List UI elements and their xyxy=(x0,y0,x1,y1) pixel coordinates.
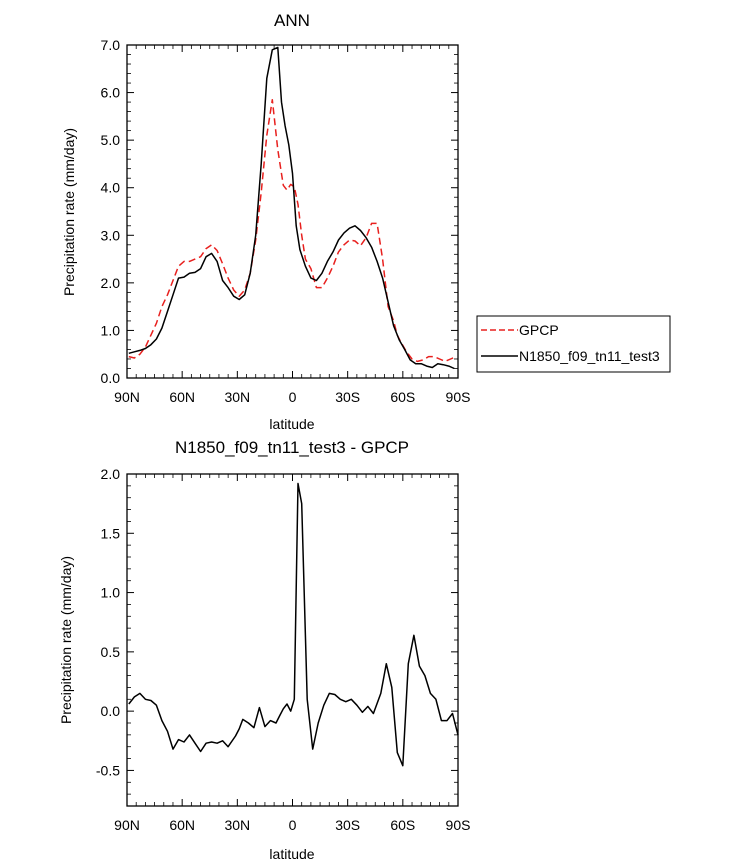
bottom-y-tick-label: 1.5 xyxy=(101,525,121,541)
top-x-tick-label: 60S xyxy=(390,389,415,405)
top-x-axis-label: latitude xyxy=(269,416,314,432)
top-x-tick-label: 60N xyxy=(169,389,195,405)
top-y-tick-label: 7.0 xyxy=(101,37,121,53)
bottom-x-tick-label: 30N xyxy=(224,817,250,833)
top-y-tick-label: 5.0 xyxy=(101,132,121,148)
top-chart-title: ANN xyxy=(274,11,310,30)
bottom-series-layer xyxy=(128,482,459,767)
bottom-plot-frame xyxy=(126,473,459,807)
legend-box xyxy=(476,315,671,373)
legend-model-label: N1850_f09_tn11_test3 xyxy=(519,348,660,364)
bottom-x-tick-label: 0 xyxy=(289,817,297,833)
top-x-tick-label: 30N xyxy=(224,389,250,405)
top-y-tick-label: 0.0 xyxy=(101,370,121,386)
top-y-tick-label: 3.0 xyxy=(101,227,121,243)
top-x-tick-label: 0 xyxy=(289,389,297,405)
top-series-line-1 xyxy=(128,98,457,363)
legend: GPCP N1850_f09_tn11_test3 xyxy=(476,315,671,373)
top-axis-ticks: 90N 60N 30N 0 30S 60S 90S 0.0 1.0 2.0 3.0 4.0 5.0 6.0… xyxy=(101,37,471,405)
bottom-y-tick-label: 0.5 xyxy=(101,644,121,660)
bottom-y-tick-label: 1.0 xyxy=(101,585,121,601)
bottom-x-tick-label: 90N xyxy=(114,817,140,833)
top-y-tick-label: 4.0 xyxy=(101,180,121,196)
bottom-x-tick-label: 90S xyxy=(446,817,471,833)
bottom-y-tick-label: -0.5 xyxy=(96,762,120,778)
bottom-x-tick-label: 60S xyxy=(390,817,415,833)
bottom-y-tick-label: 0.0 xyxy=(101,703,121,719)
bottom-chart-title: N1850_f09_tn11_test3 - GPCP xyxy=(175,438,409,457)
top-x-tick-label: 90S xyxy=(446,389,471,405)
top-x-tick-label: 30S xyxy=(335,389,360,405)
bottom-y-tick-label: 2.0 xyxy=(101,466,121,482)
annual-precip-panel: ANN 90N 60N 30N 0 30S 60S 90S 0.0 1.0 2.0 3.0 4.0 5.… xyxy=(61,11,671,432)
bottom-axis-ticks: 90N 60N 30N 0 30S 60S 90S -0.5 0.0 0.5 1.0 1.5 2.0 xyxy=(96,466,471,833)
top-series-layer xyxy=(128,46,457,370)
legend-gpcp-label: GPCP xyxy=(519,322,559,338)
top-y-tick-label: 6.0 xyxy=(101,85,121,101)
top-plot-frame xyxy=(126,44,459,379)
bottom-x-tick-label: 30S xyxy=(335,817,360,833)
bottom-series-line-1 xyxy=(128,482,459,767)
bottom-x-axis-label: latitude xyxy=(269,846,314,862)
top-x-tick-label: 90N xyxy=(114,389,140,405)
bottom-y-axis-label: Precipitation rate (mm/day) xyxy=(58,556,74,724)
top-y-tick-label: 1.0 xyxy=(101,322,121,338)
top-series-line-2 xyxy=(128,46,455,370)
top-y-axis-label: Precipitation rate (mm/day) xyxy=(61,128,77,296)
difference-panel: N1850_f09_tn11_test3 - GPCP 90N 60N 30N 0 30… xyxy=(58,438,470,862)
bottom-x-tick-label: 60N xyxy=(169,817,195,833)
top-y-tick-label: 2.0 xyxy=(101,275,121,291)
